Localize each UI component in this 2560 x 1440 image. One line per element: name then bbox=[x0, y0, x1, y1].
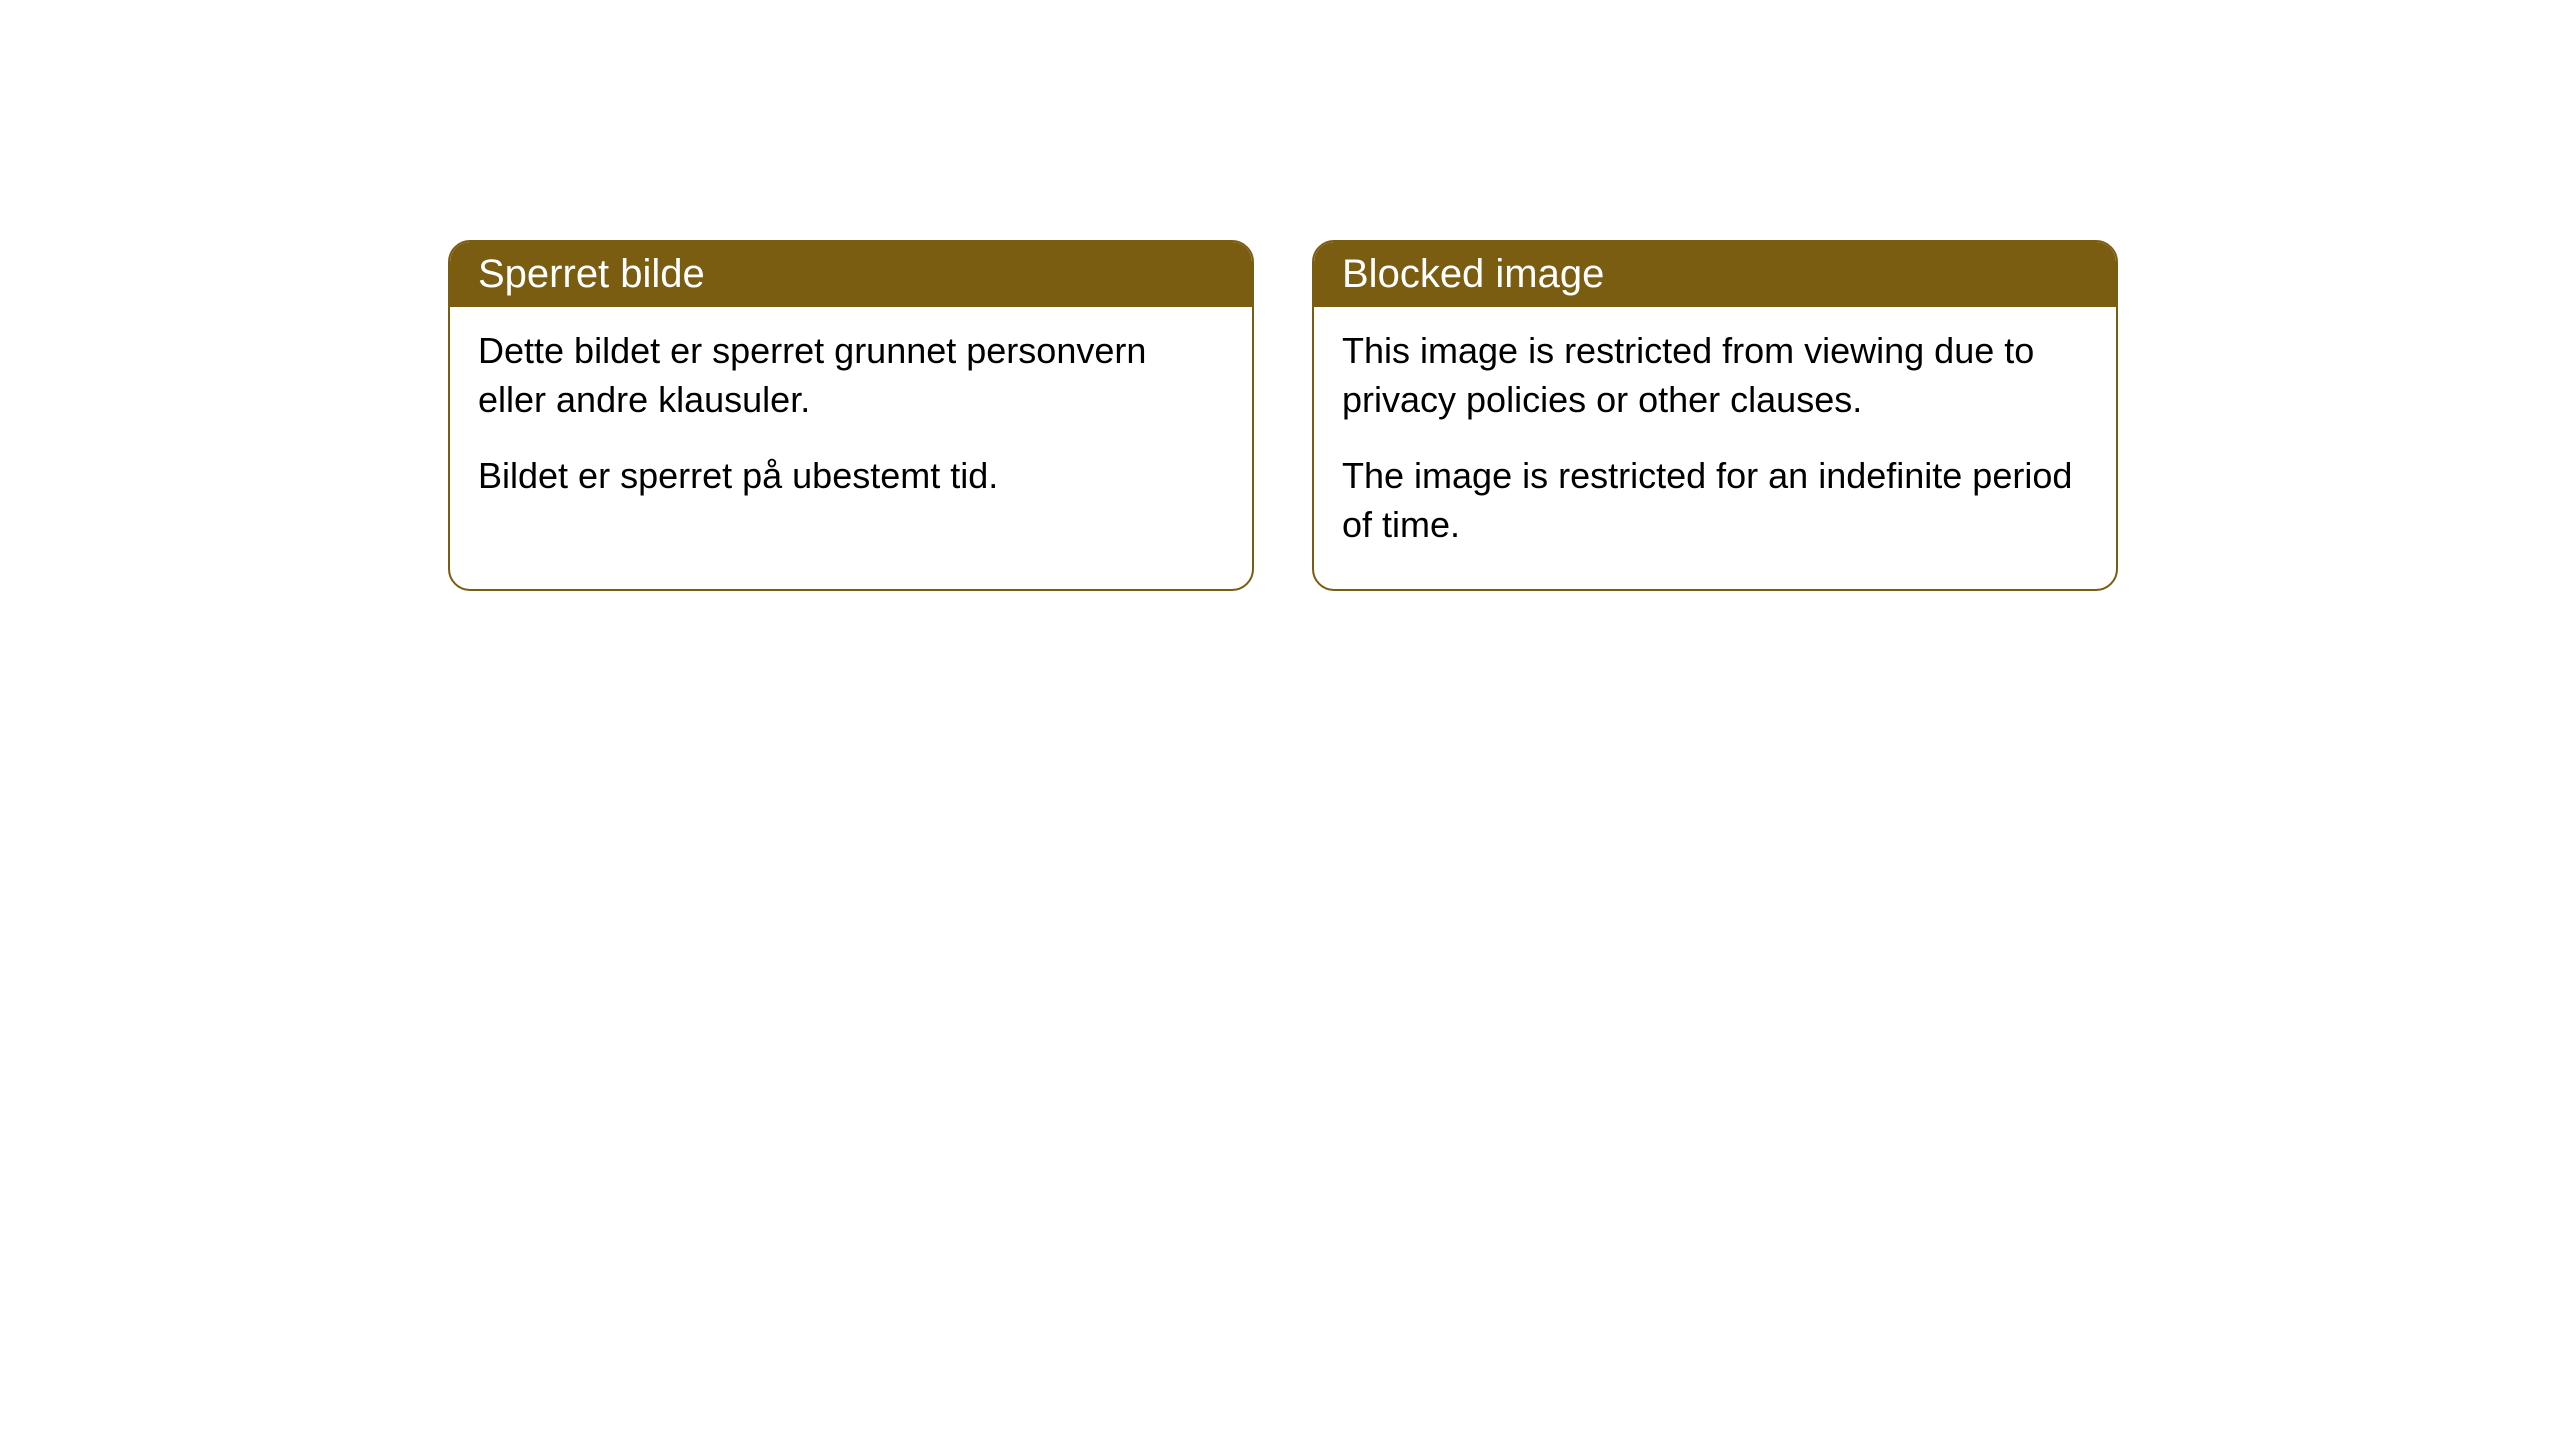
card-header: Blocked image bbox=[1314, 242, 2116, 307]
notice-container: Sperret bilde Dette bildet er sperret gr… bbox=[0, 0, 2560, 591]
card-body: Dette bildet er sperret grunnet personve… bbox=[450, 307, 1252, 541]
blocked-image-card-norwegian: Sperret bilde Dette bildet er sperret gr… bbox=[448, 240, 1254, 591]
card-title: Blocked image bbox=[1342, 252, 1604, 296]
card-header: Sperret bilde bbox=[450, 242, 1252, 307]
card-title: Sperret bilde bbox=[478, 252, 705, 296]
card-paragraph: This image is restricted from viewing du… bbox=[1342, 327, 2088, 424]
card-paragraph: Bildet er sperret på ubestemt tid. bbox=[478, 452, 1224, 501]
card-paragraph: The image is restricted for an indefinit… bbox=[1342, 452, 2088, 549]
card-paragraph: Dette bildet er sperret grunnet personve… bbox=[478, 327, 1224, 424]
blocked-image-card-english: Blocked image This image is restricted f… bbox=[1312, 240, 2118, 591]
card-body: This image is restricted from viewing du… bbox=[1314, 307, 2116, 589]
